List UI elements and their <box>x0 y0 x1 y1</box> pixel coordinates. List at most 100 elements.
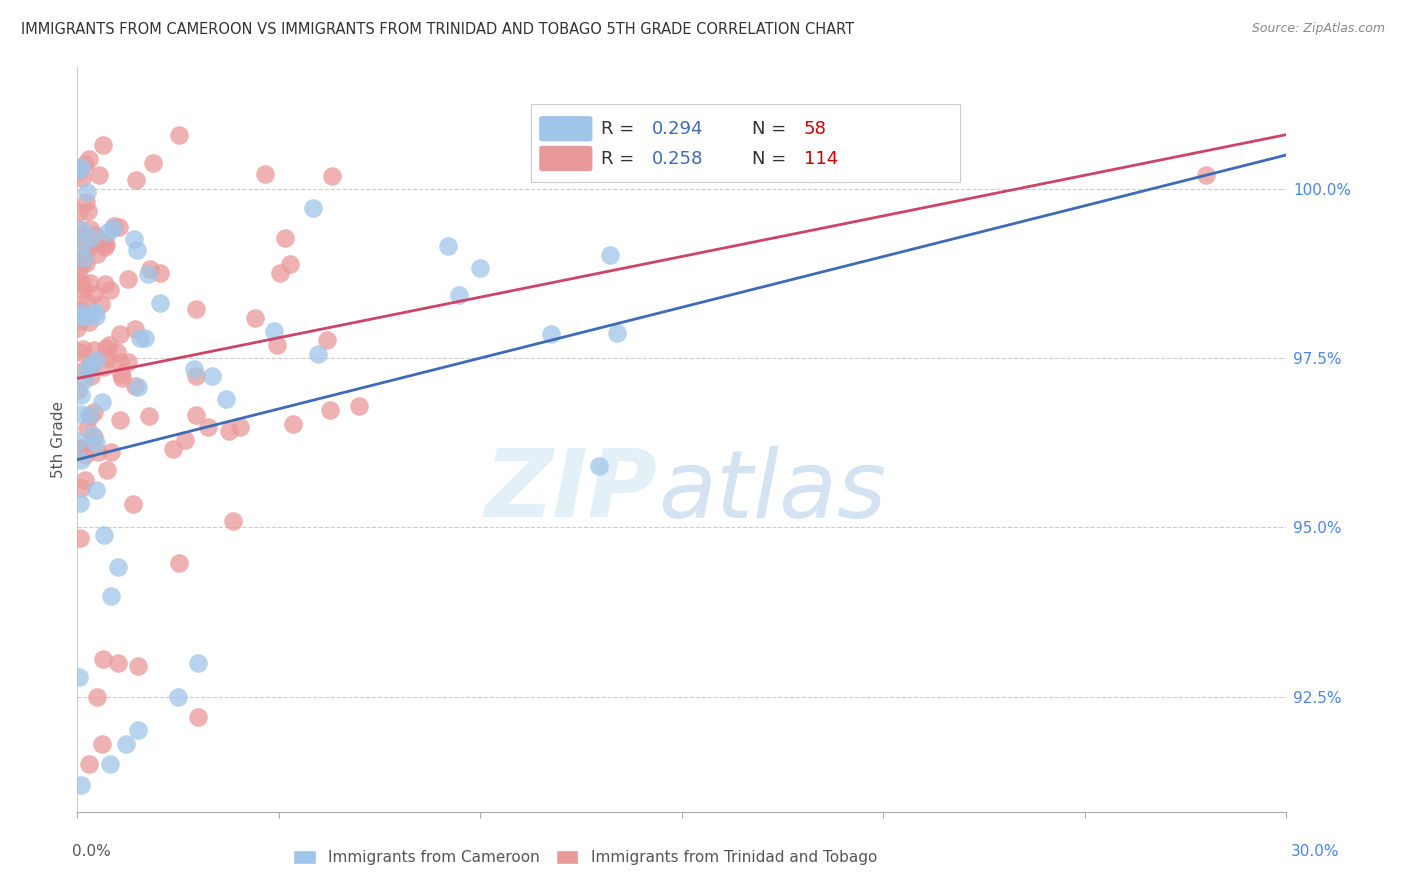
Point <box>72 343 94 357</box>
Point <box>69 407 91 421</box>
Point <box>80 427 103 442</box>
Point <box>215 392 238 407</box>
Point <box>79 358 101 372</box>
Point <box>321 169 343 183</box>
Point <box>70 388 93 402</box>
Point <box>66 434 89 448</box>
Point <box>67 163 90 178</box>
Point <box>107 560 129 574</box>
Point <box>125 173 148 187</box>
Point <box>100 445 122 459</box>
Point <box>70 452 93 467</box>
Text: N =: N = <box>752 120 792 137</box>
Point <box>67 383 90 397</box>
Point <box>83 287 105 301</box>
Point <box>184 368 207 383</box>
FancyBboxPatch shape <box>531 104 960 182</box>
Point <box>540 327 562 342</box>
Text: 58: 58 <box>804 120 827 137</box>
Point <box>184 408 207 422</box>
Point <box>103 220 125 235</box>
Point <box>67 441 90 455</box>
Point <box>70 306 93 320</box>
Point <box>67 270 90 285</box>
Point <box>70 171 93 186</box>
Point <box>139 262 162 277</box>
Point <box>222 515 245 529</box>
Point <box>307 347 329 361</box>
Point <box>127 379 149 393</box>
Text: 0.294: 0.294 <box>652 120 703 137</box>
Point <box>67 309 90 323</box>
Point <box>77 241 100 255</box>
Text: Source: ZipAtlas.com: Source: ZipAtlas.com <box>1251 22 1385 36</box>
Point <box>90 297 112 311</box>
Point <box>347 400 370 414</box>
Point <box>66 308 89 322</box>
Point <box>77 408 100 422</box>
Point <box>70 301 93 316</box>
Point <box>69 221 91 235</box>
Point <box>93 527 115 541</box>
Point <box>70 778 93 792</box>
Point <box>70 160 93 174</box>
Point <box>72 233 94 247</box>
Point <box>93 237 115 252</box>
Point <box>243 311 266 326</box>
Point <box>1195 168 1218 182</box>
Point <box>86 247 108 261</box>
Point <box>122 232 145 246</box>
Point <box>108 412 131 426</box>
Point <box>94 240 117 254</box>
Point <box>82 230 104 244</box>
Point <box>76 203 98 218</box>
Point <box>84 436 107 450</box>
Point <box>447 288 470 302</box>
Point <box>86 690 108 704</box>
Point <box>70 442 93 456</box>
Point <box>167 128 190 142</box>
Point <box>70 482 93 496</box>
Point <box>76 420 98 434</box>
Point <box>107 656 129 670</box>
Point <box>98 338 121 352</box>
Point <box>281 417 304 431</box>
Point <box>187 656 209 670</box>
Point <box>75 195 97 210</box>
Point <box>69 531 91 545</box>
Point <box>167 690 190 704</box>
Point <box>91 137 114 152</box>
Point <box>117 355 139 369</box>
Point <box>70 364 93 378</box>
Point <box>218 424 240 438</box>
Text: ZIP: ZIP <box>485 445 658 538</box>
Point <box>67 229 90 244</box>
Point <box>79 409 101 424</box>
Point <box>97 225 120 239</box>
Legend: Immigrants from Cameroon, Immigrants from Trinidad and Tobago: Immigrants from Cameroon, Immigrants fro… <box>287 844 883 871</box>
Point <box>70 313 93 327</box>
Point <box>263 324 285 338</box>
Point <box>129 331 152 345</box>
Point <box>67 670 90 684</box>
Text: 30.0%: 30.0% <box>1291 845 1339 859</box>
Point <box>117 272 139 286</box>
Point <box>138 409 160 424</box>
Point <box>84 304 107 318</box>
Text: 0.0%: 0.0% <box>72 845 111 859</box>
Point <box>149 267 172 281</box>
Point <box>89 168 111 182</box>
Point <box>105 344 128 359</box>
Point <box>87 231 110 245</box>
Point <box>100 589 122 603</box>
Point <box>127 243 149 257</box>
Point <box>76 364 98 378</box>
Point <box>124 378 146 392</box>
Text: N =: N = <box>752 150 792 168</box>
Text: 114: 114 <box>804 150 838 168</box>
Point <box>302 202 325 216</box>
Point <box>67 205 90 219</box>
Text: 0.258: 0.258 <box>652 150 703 168</box>
Point <box>83 343 105 358</box>
Point <box>72 250 94 264</box>
